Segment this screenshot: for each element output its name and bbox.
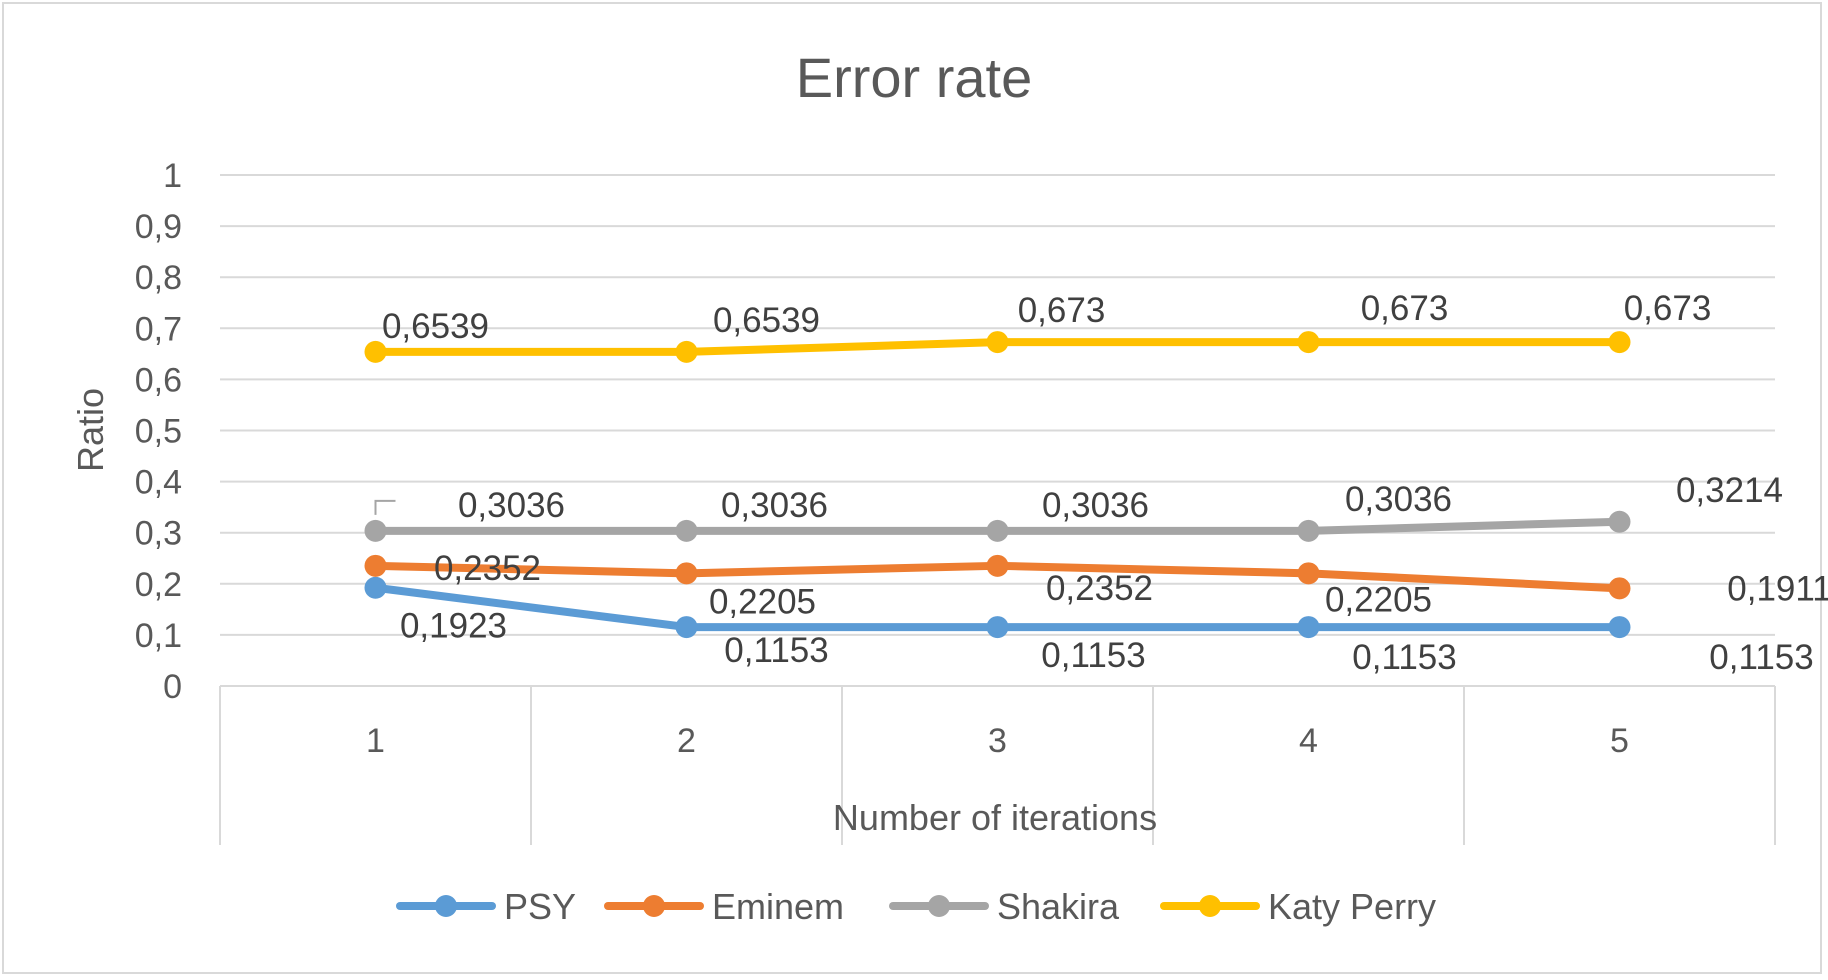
legend-item-eminem-label: Eminem xyxy=(712,886,844,927)
data-point-psy xyxy=(1608,616,1631,639)
data-label-psy: 0,1153 xyxy=(724,631,828,670)
y-tick-label: 0,4 xyxy=(135,464,182,502)
data-label-shakira: 0,3036 xyxy=(721,486,828,525)
data-labels: 0,1923 0,1153 0,1153 0,1153 0,1153 0,2352 0,22… xyxy=(374,289,1828,677)
data-point-katy-perry xyxy=(1297,331,1320,354)
data-point-shakira xyxy=(1608,510,1631,533)
data-label-psy: 0,1153 xyxy=(1352,638,1456,677)
x-tick-label: 1 xyxy=(366,722,385,760)
y-tick-label: 0,2 xyxy=(135,566,182,604)
data-point-psy xyxy=(364,576,387,599)
legend-item-eminem-marker xyxy=(643,895,665,917)
data-label-katy-perry: 0,673 xyxy=(1018,291,1106,330)
data-point-shakira xyxy=(986,519,1009,542)
data-point-psy xyxy=(675,616,698,639)
data-point-eminem xyxy=(1608,577,1631,600)
data-label-eminem: 0,2205 xyxy=(1325,580,1432,619)
data-point-katy-perry xyxy=(986,331,1009,354)
data-point-shakira xyxy=(1297,519,1320,542)
data-label-katy-perry: 0,6539 xyxy=(382,307,489,346)
y-tick-label: 0 xyxy=(163,668,182,706)
y-axis-ticks: 0 0,1 0,2 0,3 0,4 0,5 0,6 0,7 0,8 0,9 1 xyxy=(135,157,182,706)
gridlines xyxy=(220,174,1775,636)
data-label-shakira: 0,3036 xyxy=(1042,486,1149,525)
data-label-eminem: 0,1911 xyxy=(1727,569,1828,608)
data-point-psy xyxy=(986,616,1009,639)
data-label-shakira: 0,3036 xyxy=(458,486,565,525)
legend-item-katy-perry-label: Katy Perry xyxy=(1268,886,1436,927)
data-label-eminem: 0,2205 xyxy=(709,582,816,621)
data-point-katy-perry xyxy=(1608,331,1631,354)
data-point-eminem xyxy=(675,562,698,585)
data-label-psy: 0,1153 xyxy=(1041,636,1145,675)
data-point-katy-perry xyxy=(364,340,387,363)
data-label-katy-perry: 0,673 xyxy=(1361,289,1449,328)
data-point-eminem xyxy=(986,554,1009,577)
y-tick-label: 0,7 xyxy=(135,310,182,348)
legend-item-shakira-marker xyxy=(928,895,950,917)
y-tick-label: 0,3 xyxy=(135,515,182,553)
y-tick-label: 0,9 xyxy=(135,208,182,246)
x-axis-ticks: 1 2 3 4 5 xyxy=(366,722,1629,760)
data-label-leader-line xyxy=(374,499,396,515)
data-label-katy-perry: 0,673 xyxy=(1624,289,1712,328)
data-point-eminem xyxy=(1297,562,1320,585)
data-point-shakira xyxy=(364,519,387,542)
data-label-shakira: 0,3036 xyxy=(1345,480,1452,519)
data-point-katy-perry xyxy=(675,340,698,363)
data-label-shakira: 0,3214 xyxy=(1676,471,1783,510)
y-tick-label: 0,6 xyxy=(135,361,182,399)
legend: PSY Eminem Shakira Katy Perry xyxy=(396,886,1436,927)
data-label-eminem: 0,2352 xyxy=(434,549,541,588)
legend-item-psy-label: PSY xyxy=(504,886,576,927)
data-label-psy: 0,1923 xyxy=(400,607,507,646)
x-tick-label: 2 xyxy=(677,722,696,760)
x-tick-label: 5 xyxy=(1610,722,1629,760)
series-points xyxy=(364,331,1631,639)
x-axis-label: Number of iterations xyxy=(833,797,1157,838)
data-point-shakira xyxy=(675,519,698,542)
legend-item-shakira-label: Shakira xyxy=(997,886,1120,927)
y-axis-label: Ratio xyxy=(70,388,111,472)
x-tick-label: 3 xyxy=(988,722,1007,760)
data-label-eminem: 0,2352 xyxy=(1046,569,1153,608)
chart-title: Error rate xyxy=(796,46,1033,109)
legend-item-katy-perry-marker xyxy=(1199,895,1221,917)
data-label-katy-perry: 0,6539 xyxy=(713,301,820,340)
axes xyxy=(219,685,1776,845)
y-tick-label: 1 xyxy=(163,157,182,195)
y-tick-label: 0,8 xyxy=(135,259,182,297)
y-tick-label: 0,5 xyxy=(135,413,182,451)
data-label-psy: 0,1153 xyxy=(1709,638,1813,677)
data-point-psy xyxy=(1297,616,1320,639)
x-tick-label: 4 xyxy=(1299,722,1318,760)
data-point-eminem xyxy=(364,554,387,577)
legend-item-psy-marker xyxy=(435,895,457,917)
y-tick-label: 0,1 xyxy=(135,617,182,655)
